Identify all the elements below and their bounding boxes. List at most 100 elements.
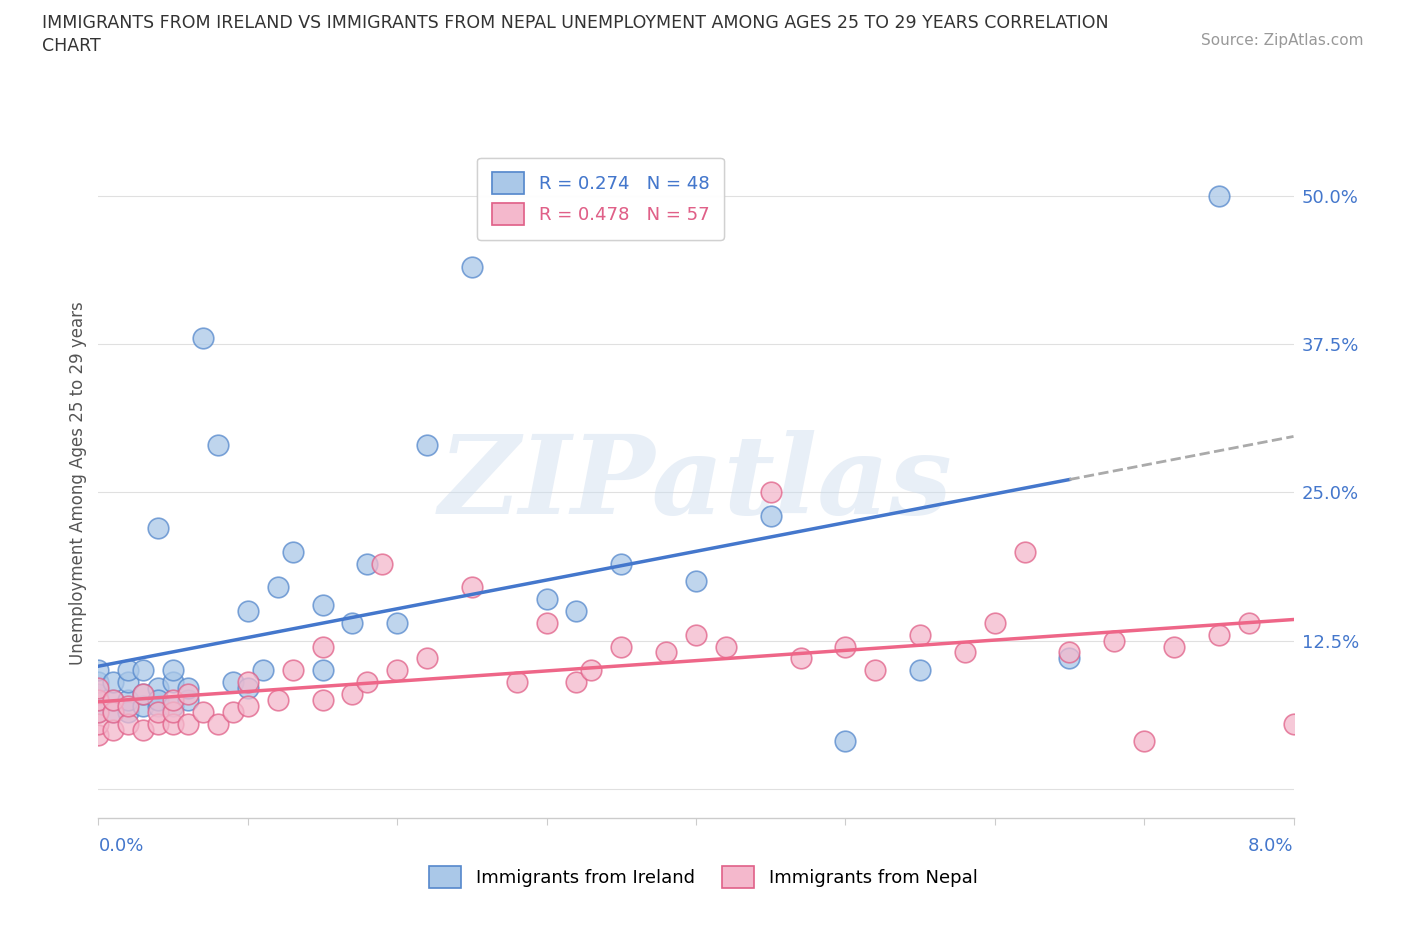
Point <box>536 616 558 631</box>
Point <box>103 704 125 719</box>
Point <box>281 663 304 678</box>
Point <box>87 693 110 708</box>
Point <box>103 693 125 708</box>
Point <box>252 663 274 678</box>
Point <box>953 645 976 660</box>
Point <box>281 544 304 559</box>
Point <box>162 704 184 719</box>
Point <box>87 681 110 696</box>
Point <box>1208 627 1230 642</box>
Point <box>87 663 110 678</box>
Point <box>385 616 409 631</box>
Point <box>714 639 737 654</box>
Point <box>461 580 484 595</box>
Point <box>506 674 529 689</box>
Point <box>177 693 200 708</box>
Point <box>581 663 603 678</box>
Point <box>162 693 184 708</box>
Point <box>222 704 245 719</box>
Point <box>87 704 110 719</box>
Point <box>117 693 139 708</box>
Point <box>103 693 125 708</box>
Point <box>385 663 409 678</box>
Point <box>565 604 588 618</box>
Point <box>103 704 125 719</box>
Point <box>1282 716 1305 731</box>
Point <box>356 556 378 571</box>
Point <box>117 698 139 713</box>
Point <box>148 716 170 731</box>
Point <box>87 686 110 701</box>
Point <box>1102 633 1125 648</box>
Point <box>311 598 333 613</box>
Legend: Immigrants from Ireland, Immigrants from Nepal: Immigrants from Ireland, Immigrants from… <box>415 852 991 902</box>
Point <box>267 693 290 708</box>
Point <box>311 663 333 678</box>
Point <box>148 698 170 713</box>
Point <box>311 693 333 708</box>
Point <box>1208 189 1230 204</box>
Point <box>356 674 378 689</box>
Point <box>222 674 245 689</box>
Point <box>177 686 200 701</box>
Point <box>536 591 558 606</box>
Point <box>236 681 259 696</box>
Point <box>236 674 259 689</box>
Point <box>236 604 259 618</box>
Point <box>132 698 155 713</box>
Point <box>177 681 200 696</box>
Y-axis label: Unemployment Among Ages 25 to 29 years: Unemployment Among Ages 25 to 29 years <box>69 301 87 666</box>
Point <box>1059 645 1081 660</box>
Point <box>87 728 110 743</box>
Point <box>1059 651 1081 666</box>
Point <box>863 663 886 678</box>
Point <box>342 686 364 701</box>
Point <box>1237 616 1260 631</box>
Point <box>103 722 125 737</box>
Point <box>685 627 707 642</box>
Point <box>87 674 110 689</box>
Point <box>87 693 110 708</box>
Point <box>148 681 170 696</box>
Text: Source: ZipAtlas.com: Source: ZipAtlas.com <box>1201 33 1364 47</box>
Point <box>908 627 931 642</box>
Text: 8.0%: 8.0% <box>1249 837 1294 855</box>
Point <box>132 663 155 678</box>
Point <box>342 616 364 631</box>
Legend: R = 0.274   N = 48, R = 0.478   N = 57: R = 0.274 N = 48, R = 0.478 N = 57 <box>477 158 724 240</box>
Point <box>162 698 184 713</box>
Point <box>461 259 484 274</box>
Point <box>117 704 139 719</box>
Point <box>148 704 170 719</box>
Point <box>207 438 229 453</box>
Point <box>103 674 125 689</box>
Text: 0.0%: 0.0% <box>98 837 143 855</box>
Point <box>148 521 170 536</box>
Point <box>759 485 782 500</box>
Point <box>610 639 633 654</box>
Point <box>834 734 856 749</box>
Point <box>236 698 259 713</box>
Point <box>1014 544 1036 559</box>
Point <box>789 651 811 666</box>
Point <box>177 716 200 731</box>
Point <box>983 616 1005 631</box>
Text: ZIPatlas: ZIPatlas <box>439 430 953 538</box>
Point <box>87 716 110 731</box>
Point <box>834 639 856 654</box>
Point <box>132 722 155 737</box>
Point <box>565 674 588 689</box>
Point <box>117 663 139 678</box>
Point <box>162 663 184 678</box>
Point <box>416 438 439 453</box>
Point <box>162 716 184 731</box>
Point <box>191 331 214 346</box>
Point <box>416 651 439 666</box>
Point <box>191 704 214 719</box>
Point <box>117 716 139 731</box>
Point <box>655 645 678 660</box>
Point <box>132 686 155 701</box>
Text: IMMIGRANTS FROM IRELAND VS IMMIGRANTS FROM NEPAL UNEMPLOYMENT AMONG AGES 25 TO 2: IMMIGRANTS FROM IRELAND VS IMMIGRANTS FR… <box>42 14 1109 32</box>
Point <box>267 580 290 595</box>
Point <box>311 639 333 654</box>
